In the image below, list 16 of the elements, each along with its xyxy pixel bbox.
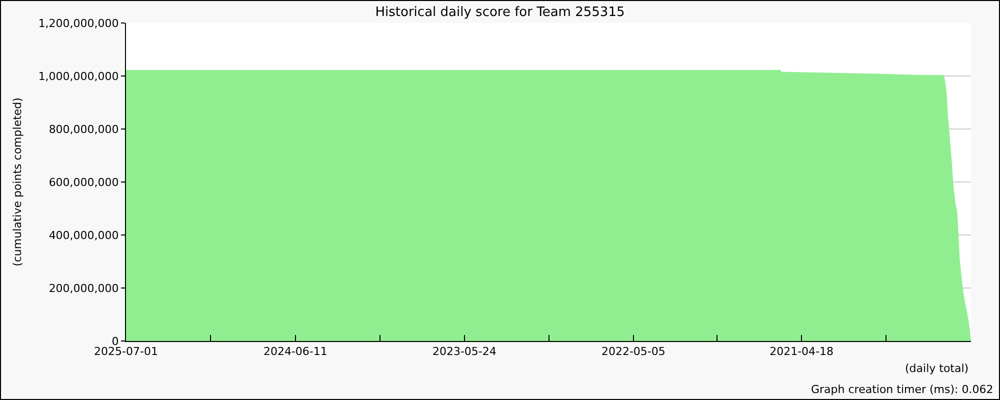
x-tick-label: 2025-07-01: [94, 345, 158, 358]
x-tick-label: 2024-06-11: [263, 345, 328, 358]
text: Graph creation timer (ms): 0.062: [811, 383, 994, 396]
y-tick-label: 400,000,000: [48, 228, 119, 242]
x-tick-label: 2021-04-18: [770, 345, 834, 358]
x-tick-label: 2022-05-05: [601, 345, 666, 358]
y-tick-label: 600,000,000: [48, 176, 119, 189]
y-tick-label: 0: [112, 334, 119, 348]
y-axis-title: (cumulative points completed): [10, 98, 24, 266]
chart-title: Historical daily score for Team 255315: [375, 5, 625, 20]
y-tick-label: 1,000,000,000: [38, 70, 119, 83]
y-tick-label: 200,000,000: [48, 282, 119, 295]
x-axis-title: (daily total): [905, 362, 969, 375]
x-tick-label: 2023-05-24: [432, 345, 496, 358]
y-tick-label: 1,200,000,000: [38, 16, 119, 30]
y-tick-label: 800,000,000: [48, 122, 119, 136]
